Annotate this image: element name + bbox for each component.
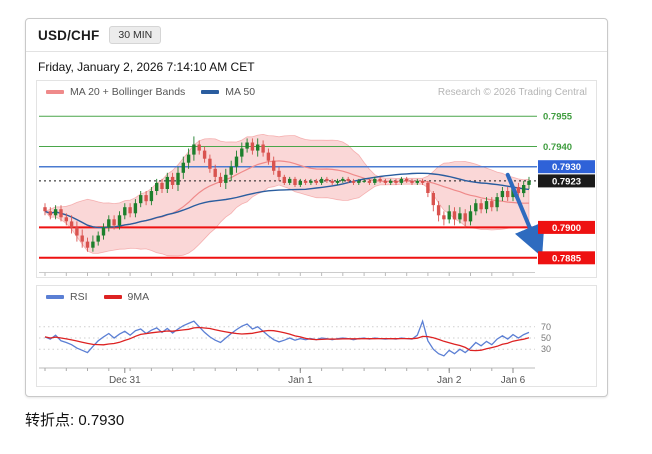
svg-text:0.7930: 0.7930	[552, 162, 581, 173]
rsi-9ma-swatch	[103, 295, 122, 299]
legend-ma50: MA 50	[201, 86, 255, 98]
chart-header: USD/CHF 30 MIN	[26, 19, 607, 52]
rsi-panel: RSI 9MA 70 50 30 Dec 31 Jan 1 Jan 2 Jan 6	[36, 285, 597, 387]
datetime-text: Friday, January 2, 2026 7:14:10 AM CET	[38, 60, 255, 74]
legend-9ma-label: 9MA	[127, 291, 150, 303]
chart-body: Friday, January 2, 2026 7:14:10 AM CET M…	[26, 60, 607, 396]
svg-text:Jan 1: Jan 1	[288, 375, 313, 386]
svg-text:0.7923: 0.7923	[552, 176, 581, 187]
pivot-point-note: 转折点: 0.7930	[25, 412, 125, 429]
research-credit: Research © 2026 Trading Central	[437, 86, 587, 98]
legend-rsi-label: RSI	[70, 291, 88, 303]
ma20-bollinger-swatch	[46, 90, 64, 94]
timeframe-badge: 30 MIN	[109, 26, 162, 44]
ma50-swatch	[201, 90, 220, 94]
price-chart-panel: MA 20 + Bollinger Bands MA 50 Research ©…	[36, 80, 597, 278]
legend-ma20-bollinger-label: MA 20 + Bollinger Bands	[70, 86, 186, 98]
price-chart: 0.7955 0.7940 0.7930 0.7923 0.7900 0.7885	[39, 112, 595, 276]
svg-text:50: 50	[541, 333, 551, 343]
svg-text:0.7900: 0.7900	[552, 223, 581, 234]
svg-text:30: 30	[541, 344, 551, 354]
svg-text:0.7885: 0.7885	[552, 253, 582, 264]
svg-text:Dec 31: Dec 31	[109, 375, 141, 386]
rsi-legend: RSI 9MA	[37, 286, 596, 306]
svg-text:Jan 6: Jan 6	[501, 375, 526, 386]
svg-text:0.7940: 0.7940	[543, 142, 572, 153]
svg-text:0.7955: 0.7955	[543, 112, 573, 123]
rsi-swatch	[46, 295, 64, 299]
legend-9ma: 9MA	[103, 291, 150, 303]
legend-rsi: RSI	[46, 291, 88, 303]
symbol-title: USD/CHF	[38, 27, 100, 43]
svg-text:Jan 2: Jan 2	[437, 375, 462, 386]
chart-card: USD/CHF 30 MIN Friday, January 2, 2026 7…	[25, 18, 608, 397]
svg-text:70: 70	[541, 322, 551, 332]
legend-ma20-bollinger: MA 20 + Bollinger Bands	[46, 86, 185, 98]
legend-ma50-label: MA 50	[225, 86, 256, 98]
price-chart-legend: MA 20 + Bollinger Bands MA 50 Research ©…	[37, 81, 596, 101]
